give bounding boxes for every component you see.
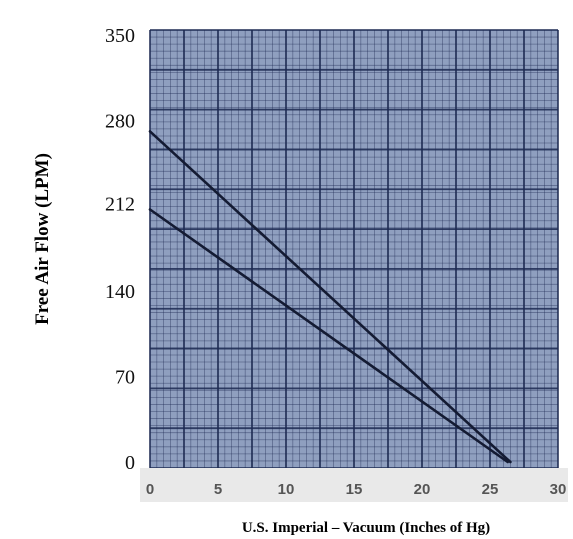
y-tick-label: 70	[115, 367, 135, 389]
x-axis-label: U.S. Imperial – Vacuum (Inches of Hg)	[242, 520, 490, 536]
y-tick-label: 0	[125, 452, 135, 474]
y-axis-label: Free Air Flow (LPM)	[32, 153, 53, 325]
y-tick-label: 280	[105, 110, 135, 132]
y-tick-labels: 0 70 140 212 280 350	[105, 25, 135, 474]
x-tick-label: 0	[146, 481, 154, 498]
x-tick-label: 25	[482, 481, 499, 498]
y-tick-label: 140	[105, 281, 135, 303]
x-tick-label: 10	[278, 481, 295, 498]
y-tick-label: 350	[105, 25, 135, 47]
x-tick-label: 20	[414, 481, 431, 498]
x-tick-labels: 0 5 10 15 20 25 30	[146, 481, 567, 498]
x-tick-label: 30	[550, 481, 567, 498]
series-line-1	[148, 130, 512, 464]
x-tick-label: 5	[214, 481, 222, 498]
x-tick-label: 15	[346, 481, 363, 498]
series-line-2	[148, 208, 510, 464]
x-axis-band	[140, 468, 568, 502]
y-tick-label: 212	[105, 193, 135, 215]
series-group	[148, 130, 512, 464]
